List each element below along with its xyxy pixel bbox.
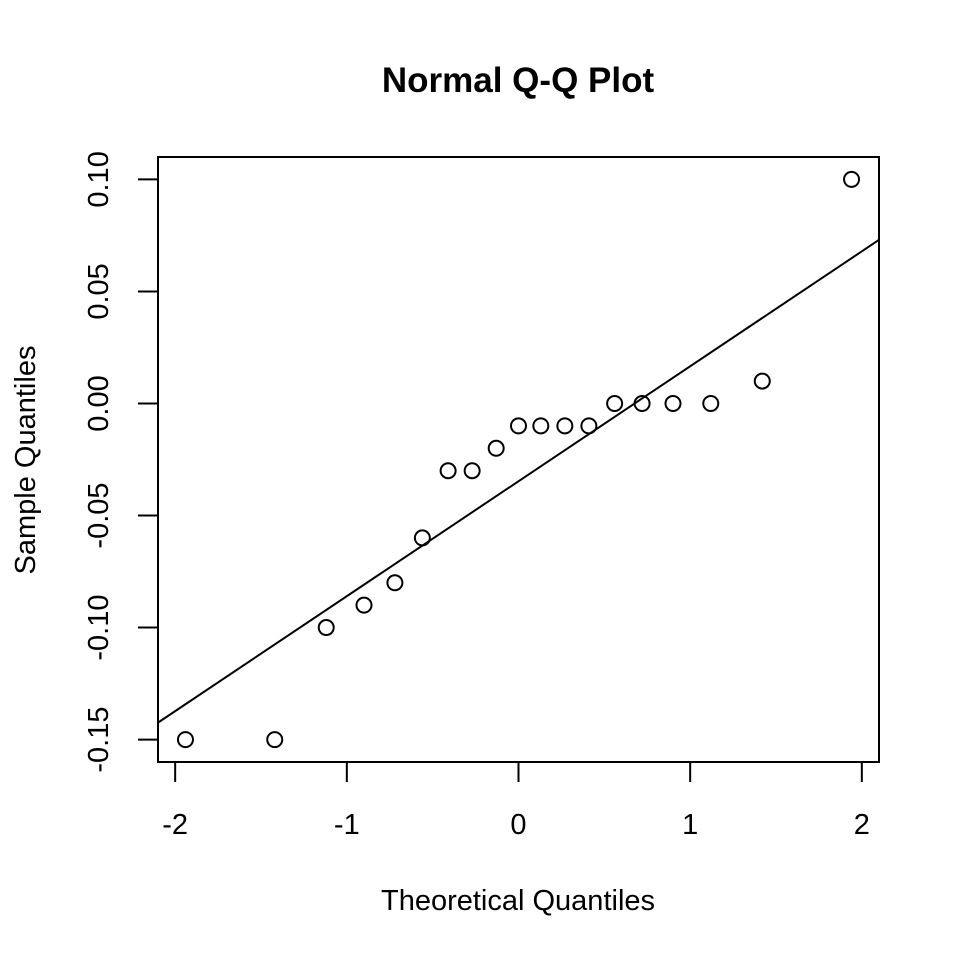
data-point bbox=[702, 394, 720, 412]
data-point bbox=[843, 170, 861, 188]
data-point bbox=[176, 731, 194, 749]
y-tick-label: 0.05 bbox=[83, 263, 115, 319]
data-point bbox=[413, 529, 431, 547]
x-tick-label: 1 bbox=[682, 809, 698, 841]
data-point bbox=[439, 462, 457, 480]
data-point bbox=[606, 394, 624, 412]
x-tick-label: 0 bbox=[510, 809, 526, 841]
y-axis: -0.15 -0.10 -0.05 0.00 0.05 0.10 bbox=[83, 151, 159, 773]
x-axis: -2 -1 0 1 2 bbox=[162, 761, 870, 841]
y-axis-label: Sample Quantiles bbox=[10, 346, 42, 575]
x-axis-label: Theoretical Quantiles bbox=[381, 885, 655, 917]
reference-line bbox=[158, 239, 879, 724]
data-point bbox=[753, 372, 771, 390]
plot-frame bbox=[157, 156, 880, 763]
data-point bbox=[266, 731, 284, 749]
data-point bbox=[510, 417, 527, 435]
data-point bbox=[633, 394, 651, 412]
y-tick-label: 0.00 bbox=[83, 375, 115, 431]
y-tick-label: -0.05 bbox=[83, 482, 115, 548]
data-point bbox=[532, 417, 550, 435]
data-point bbox=[317, 619, 335, 637]
y-tick-label: -0.15 bbox=[83, 707, 115, 773]
data-point bbox=[463, 462, 481, 480]
data-point bbox=[664, 394, 682, 412]
x-tick-label: 2 bbox=[854, 809, 870, 841]
chart-title: Normal Q-Q Plot bbox=[382, 61, 655, 100]
y-tick-label: 0.10 bbox=[83, 151, 115, 207]
data-point bbox=[487, 439, 505, 457]
data-point bbox=[386, 574, 404, 592]
y-tick-label: -0.10 bbox=[83, 595, 115, 661]
data-point bbox=[355, 596, 373, 614]
data-point bbox=[556, 417, 574, 435]
data-points bbox=[176, 170, 861, 749]
x-tick-label: -2 bbox=[162, 809, 188, 841]
data-point bbox=[580, 417, 598, 435]
x-tick-label: -1 bbox=[334, 809, 360, 841]
